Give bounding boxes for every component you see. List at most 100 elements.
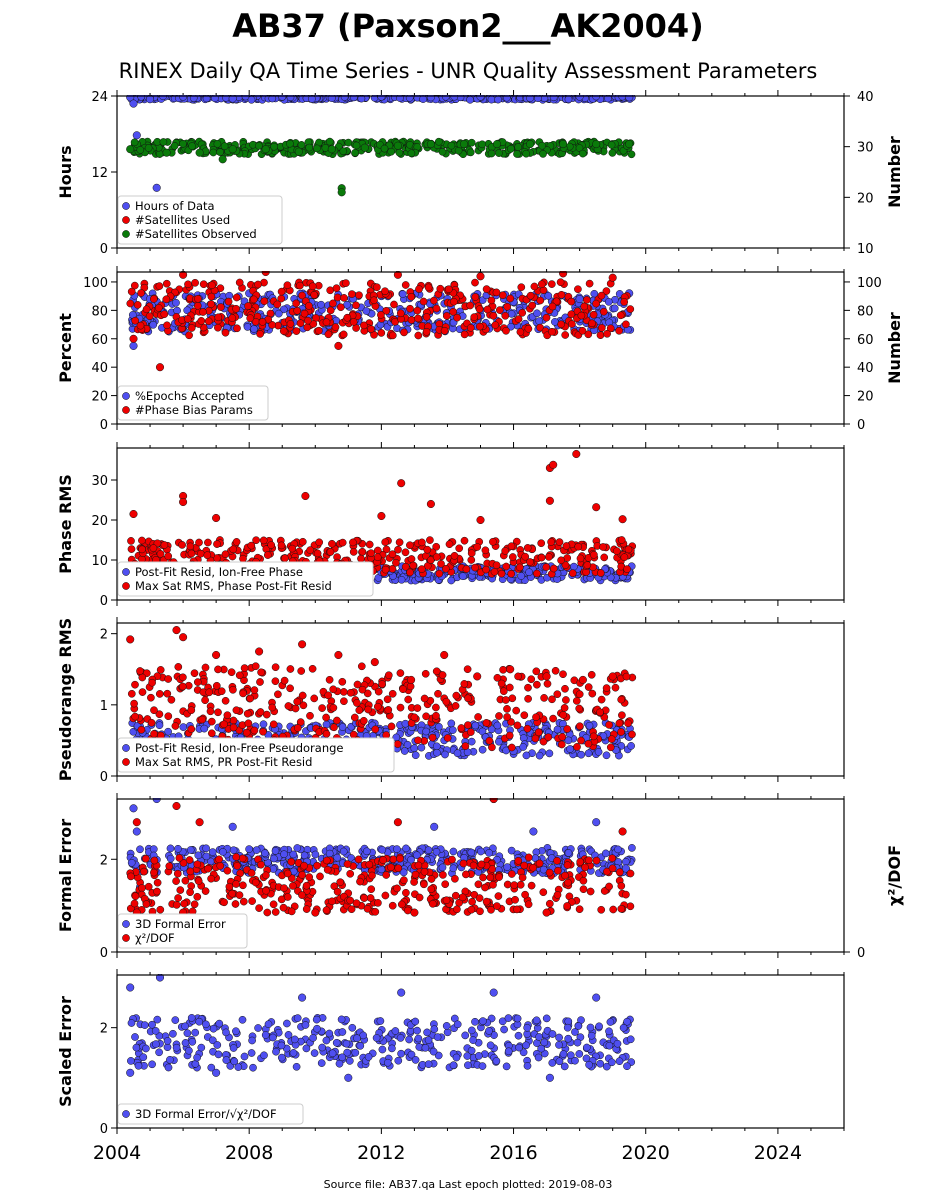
data-point (488, 743, 496, 752)
data-point (399, 685, 407, 694)
data-point (357, 554, 365, 563)
data-point (352, 899, 361, 908)
data-point (617, 882, 626, 890)
data-point (402, 888, 410, 897)
data-point (537, 539, 546, 548)
data-point (476, 515, 485, 525)
data-point (380, 144, 389, 153)
data-point (187, 706, 196, 715)
data-point (414, 736, 422, 745)
data-point (406, 568, 414, 577)
data-point (487, 149, 496, 158)
data-point (536, 323, 544, 332)
data-point (513, 905, 521, 914)
data-point (459, 140, 469, 149)
data-point (441, 880, 450, 889)
data-point (191, 278, 199, 287)
data-point (179, 633, 188, 642)
data-point (283, 281, 292, 290)
data-point (547, 538, 555, 546)
data-point (313, 1024, 321, 1033)
data-point (127, 545, 136, 553)
data-point (381, 287, 389, 296)
data-point (296, 281, 304, 290)
data-point (592, 818, 601, 827)
legend-marker (122, 934, 130, 942)
data-point (185, 331, 193, 340)
data-point (340, 95, 349, 101)
data-point (407, 675, 416, 684)
data-point (527, 675, 536, 684)
data-point (269, 865, 278, 873)
data-point (492, 140, 502, 149)
data-point (566, 745, 574, 753)
data-point (344, 138, 353, 147)
legend: Hours of Data#Satellites Used#Satellites… (117, 195, 283, 245)
data-point (442, 896, 451, 905)
data-point (514, 315, 523, 323)
data-point (427, 875, 436, 883)
data-point (131, 892, 140, 901)
data-point (322, 730, 331, 738)
data-point (403, 906, 412, 915)
data-point (371, 907, 380, 916)
data-point (305, 143, 314, 152)
data-point (579, 885, 588, 894)
data-point (524, 694, 532, 703)
data-point (216, 148, 224, 156)
data-point (202, 852, 211, 861)
data-point (235, 278, 244, 287)
data-point (535, 1033, 543, 1041)
data-point (250, 325, 258, 333)
y-axis-label: Pseudorange RMS (56, 618, 75, 781)
data-point (187, 725, 196, 733)
data-point (538, 141, 546, 150)
data-point (349, 548, 358, 556)
data-point (215, 855, 223, 864)
data-point (522, 751, 531, 760)
data-point (511, 895, 519, 904)
data-point (333, 716, 341, 725)
data-point (308, 664, 317, 673)
y-tick-label: 20 (91, 514, 108, 529)
data-point (290, 1035, 299, 1044)
data-point (366, 894, 375, 902)
data-point (333, 293, 342, 302)
data-point (545, 496, 554, 505)
data-point (513, 721, 522, 730)
data-point (136, 146, 145, 154)
data-point (379, 856, 387, 864)
data-point (542, 313, 551, 322)
data-point (129, 99, 138, 108)
data-point (178, 541, 186, 549)
data-point (209, 148, 218, 157)
data-point (576, 554, 585, 563)
x-tick-label: 2008 (225, 1142, 273, 1164)
data-point (293, 306, 302, 315)
data-point (518, 308, 527, 317)
y-tick-label: 2 (100, 853, 108, 868)
data-point (249, 295, 258, 304)
data-point (517, 572, 526, 580)
data-point (503, 705, 511, 713)
data-point (326, 548, 335, 556)
legend-box (117, 385, 269, 421)
data-point (521, 552, 530, 561)
data-point (578, 149, 587, 158)
data-point (251, 878, 260, 887)
data-point (424, 846, 433, 854)
data-point (166, 854, 175, 863)
data-point (339, 330, 348, 339)
data-point (233, 862, 242, 870)
y2-tick-label: 0 (857, 946, 865, 961)
data-point (584, 749, 593, 758)
data-point (131, 1033, 139, 1041)
data-point (396, 669, 405, 677)
data-point (130, 138, 139, 147)
data-points (126, 271, 635, 372)
data-point (249, 1063, 257, 1072)
data-point (423, 562, 432, 570)
data-point (156, 550, 165, 558)
data-point (558, 733, 567, 741)
data-point (155, 363, 165, 372)
